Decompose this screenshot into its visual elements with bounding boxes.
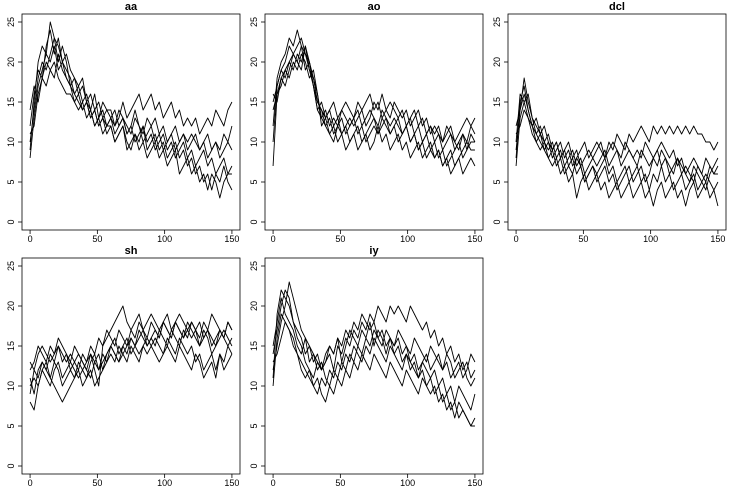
panel-title: dcl (609, 1, 625, 13)
x-tick-label: 100 (157, 234, 172, 244)
y-tick-label: 10 (249, 137, 259, 147)
y-tick-label: 20 (6, 301, 16, 311)
y-tick-label: 0 (6, 219, 16, 224)
y-tick-label: 5 (6, 179, 16, 184)
series-line (515, 93, 719, 167)
x-tick-label: 50 (92, 478, 102, 488)
y-tick-label: 25 (249, 261, 259, 271)
y-tick-label: 25 (249, 17, 259, 27)
series-line (272, 281, 476, 379)
panel: aa 0 50 100 150 0 5 10 15 20 25 (6, 1, 241, 244)
series-line (272, 297, 476, 387)
x-tick-label: 50 (335, 478, 345, 488)
x-tick-label: 100 (157, 478, 172, 488)
series-line (515, 93, 719, 191)
y-tick-label: 15 (249, 97, 259, 107)
y-tick-label: 15 (249, 341, 259, 351)
series-line (272, 313, 476, 411)
x-tick-label: 150 (224, 234, 239, 244)
x-tick-label: 50 (335, 234, 345, 244)
panel-title: sh (125, 245, 138, 257)
y-tick-label: 0 (249, 463, 259, 468)
y-tick-label: 10 (6, 137, 16, 147)
plot-frame (264, 13, 484, 231)
x-tick-label: 100 (643, 234, 658, 244)
plot-frame (21, 13, 241, 231)
plot-frame (264, 257, 484, 475)
x-tick-label: 100 (400, 234, 415, 244)
series-line (29, 37, 233, 191)
panel-title: iy (369, 245, 379, 257)
series-group (272, 281, 476, 427)
y-tick-label: 20 (492, 57, 502, 67)
y-tick-label: 25 (6, 261, 16, 271)
series-line (29, 345, 233, 395)
y-tick-label: 5 (492, 179, 502, 184)
series-group (515, 77, 719, 207)
y-tick-label: 20 (249, 57, 259, 67)
x-tick-label: 50 (92, 234, 102, 244)
series-group (29, 21, 233, 199)
series-line (515, 93, 719, 175)
series-line (29, 313, 233, 379)
series-line (29, 305, 233, 411)
series-line (29, 321, 233, 403)
x-tick-label: 0 (271, 478, 276, 488)
x-tick-label: 0 (28, 478, 33, 488)
series-line (272, 289, 476, 387)
series-line (272, 45, 476, 167)
x-tick-label: 100 (400, 478, 415, 488)
x-tick-label: 50 (578, 234, 588, 244)
y-tick-label: 15 (492, 97, 502, 107)
panel-title: ao (368, 1, 381, 13)
y-tick-label: 5 (249, 179, 259, 184)
y-tick-label: 15 (6, 341, 16, 351)
plot-frame (21, 257, 241, 475)
x-tick-label: 150 (710, 234, 725, 244)
y-tick-label: 5 (6, 423, 16, 428)
x-tick-label: 150 (467, 234, 482, 244)
panel-title: aa (125, 1, 138, 13)
y-tick-label: 20 (249, 301, 259, 311)
series-line (29, 53, 233, 159)
y-tick-label: 0 (492, 219, 502, 224)
panel: ao 0 50 100 150 0 5 10 15 20 25 (249, 1, 484, 244)
x-tick-label: 150 (467, 478, 482, 488)
y-tick-label: 5 (249, 423, 259, 428)
y-tick-label: 20 (6, 57, 16, 67)
series-group (29, 305, 233, 411)
series-line (272, 289, 475, 427)
series-line (272, 321, 476, 427)
x-tick-label: 150 (224, 478, 239, 488)
series-line (29, 321, 233, 395)
series-line (29, 29, 233, 135)
y-tick-label: 25 (492, 17, 502, 27)
y-tick-label: 15 (6, 97, 16, 107)
panel: iy 0 50 100 150 0 5 10 15 20 25 (249, 245, 484, 488)
series-line (29, 61, 233, 159)
x-tick-label: 0 (271, 234, 276, 244)
panel: dcl 0 50 100 150 0 5 10 15 20 25 (492, 1, 727, 244)
y-tick-label: 10 (6, 381, 16, 391)
y-tick-label: 0 (249, 219, 259, 224)
panel: sh 0 50 100 150 0 5 10 15 20 25 (6, 245, 241, 488)
plot-frame (507, 13, 727, 231)
y-tick-label: 25 (6, 17, 16, 27)
series-line (272, 53, 476, 175)
series-group (272, 29, 476, 175)
y-tick-label: 0 (6, 463, 16, 468)
y-tick-label: 10 (492, 137, 502, 147)
y-tick-label: 10 (249, 381, 259, 391)
x-tick-label: 0 (514, 234, 519, 244)
series-line (272, 45, 476, 151)
series-line (515, 109, 719, 207)
series-line (29, 21, 232, 199)
x-tick-label: 0 (28, 234, 33, 244)
series-line (272, 45, 475, 167)
